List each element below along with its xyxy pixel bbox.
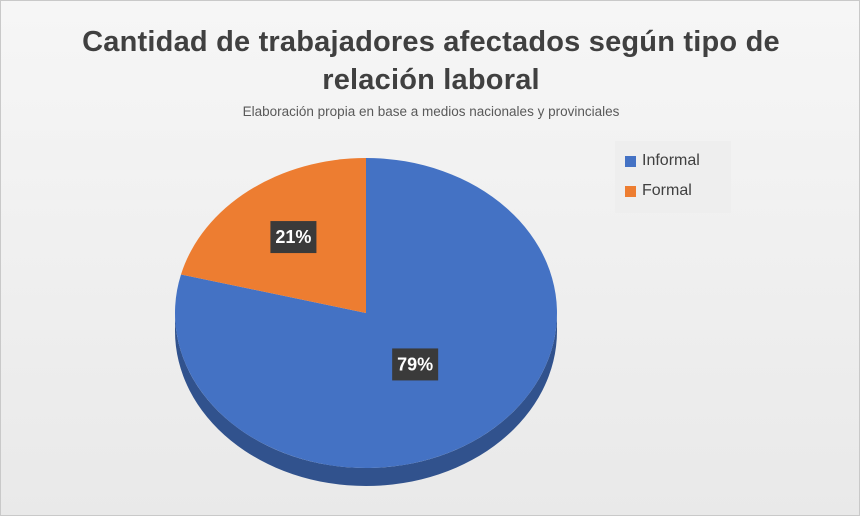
legend-label-formal: Formal xyxy=(642,182,692,199)
data-label-box-formal xyxy=(270,221,317,254)
legend-item-formal: Formal xyxy=(625,181,692,201)
legend-label-informal: Informal xyxy=(642,152,700,169)
data-label-informal: 79% xyxy=(397,354,433,374)
legend: Informal Formal xyxy=(615,141,731,213)
chart-subtitle: Elaboración propia en base a medios naci… xyxy=(242,104,620,119)
chart-title: Cantidad de trabajadores afectados según… xyxy=(82,26,780,96)
legend-swatch-formal xyxy=(625,185,636,197)
data-label-formal: 21% xyxy=(275,227,311,247)
legend-swatch-informal xyxy=(625,155,636,167)
legend-item-informal: Informal xyxy=(625,151,700,171)
data-label-box-informal xyxy=(392,348,439,381)
